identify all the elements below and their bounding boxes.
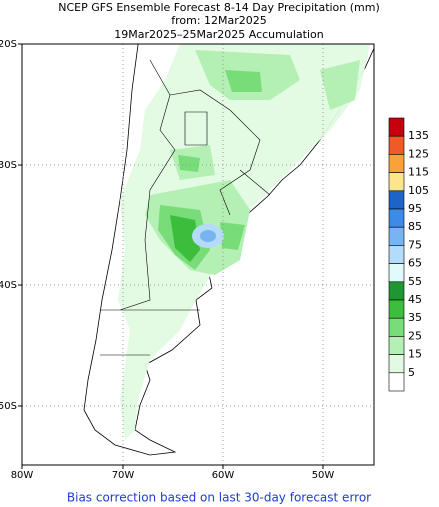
legend-swatch: [388, 354, 405, 374]
legend-label: 135: [408, 129, 429, 142]
map-frame: [21, 43, 375, 466]
legend-label: 105: [408, 184, 429, 197]
legend-swatch: [388, 135, 405, 155]
longitude-label: 50W: [312, 470, 335, 481]
legend-swatch: [388, 299, 405, 319]
legend-swatch: [388, 372, 405, 392]
legend-label: 45: [408, 293, 422, 306]
longitude-label: 70W: [112, 470, 135, 481]
legend-label: 5: [408, 366, 415, 379]
precip-15: [118, 44, 370, 440]
latitude-label: 20S: [0, 39, 17, 50]
legend-label: 95: [408, 202, 422, 215]
precip-85: [200, 230, 216, 242]
precip-45: [170, 215, 200, 262]
legend-swatch: [388, 190, 405, 210]
legend-label: 115: [408, 166, 429, 179]
map: [21, 43, 375, 466]
legend-label: 35: [408, 311, 422, 324]
legend-label: 125: [408, 147, 429, 160]
legend-label: 15: [408, 348, 422, 361]
legend-label: 25: [408, 329, 422, 342]
borders: [100, 59, 271, 356]
legend-label: 55: [408, 275, 422, 288]
legend-swatch: [388, 281, 405, 301]
longitude-label: 60W: [212, 470, 235, 481]
legend-swatch: [388, 208, 405, 228]
legend-swatch: [388, 317, 405, 337]
legend-swatch: [388, 117, 405, 137]
latitude-label: 30S: [0, 160, 17, 171]
legend-swatch: [388, 245, 405, 264]
latitude-label: 50S: [0, 401, 17, 412]
legend-swatch: [388, 263, 405, 283]
title-line: from: 12Mar2025: [171, 14, 267, 27]
legend-label: 85: [408, 220, 422, 233]
legend-swatch: [388, 172, 405, 192]
legend-swatch: [388, 336, 405, 355]
footer-note: Bias correction based on last 30-day for…: [67, 491, 371, 505]
latitude-label: 40S: [0, 280, 17, 291]
legend-swatch: [388, 226, 405, 246]
legend-label: 75: [408, 238, 422, 251]
legend-swatch: [388, 154, 405, 173]
title-line: NCEP GFS Ensemble Forecast 8-14 Day Prec…: [58, 1, 380, 14]
longitude-label: 80W: [11, 470, 34, 481]
legend-label: 65: [408, 257, 422, 270]
title-line: 19Mar2025–25Mar2025 Accumulation: [114, 28, 323, 41]
